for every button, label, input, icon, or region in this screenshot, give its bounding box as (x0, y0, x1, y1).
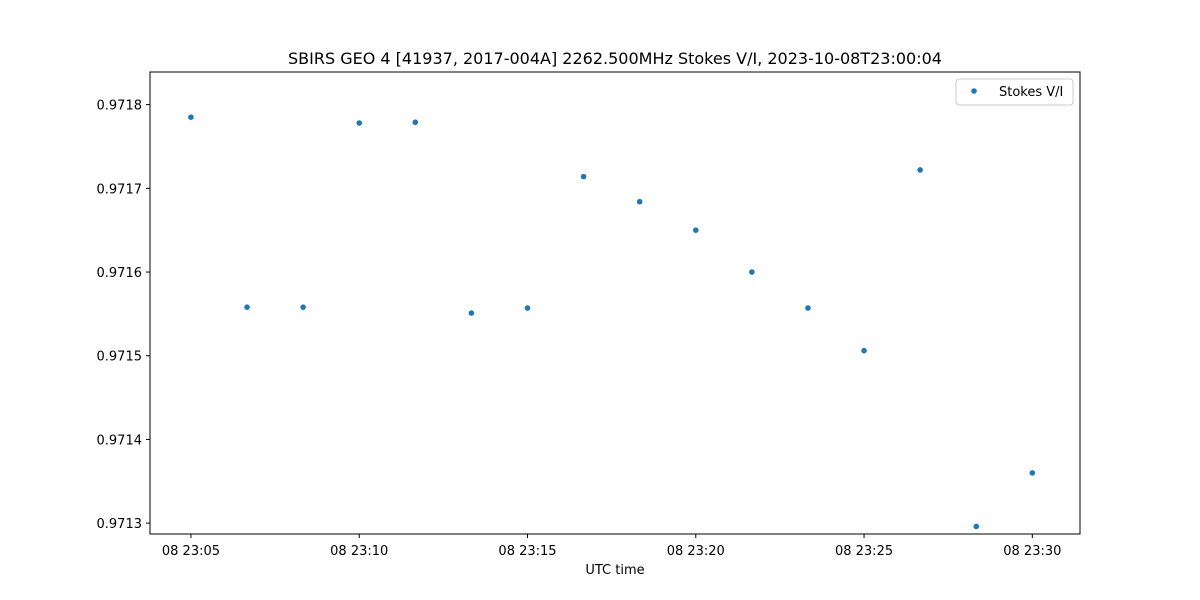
data-point (917, 167, 923, 173)
x-axis: 08 23:05 08 23:10 08 23:15 08 23:20 08 23:25… (162, 534, 1061, 559)
x-tick-label: 08 23:15 (498, 544, 556, 559)
y-tick-label: 0.9717 (97, 182, 143, 197)
data-point (300, 304, 306, 310)
x-tick-label: 08 23:20 (667, 544, 725, 559)
data-point (861, 347, 867, 354)
y-tick-label: 0.9718 (97, 99, 143, 114)
data-point (524, 305, 531, 311)
legend-marker (971, 88, 977, 94)
x-tick-label: 08 23:05 (162, 544, 220, 559)
chart-title: SBIRS GEO 4 [41937, 2017-004A] 2262.500M… (288, 49, 942, 68)
data-point (636, 198, 643, 205)
data-point (244, 304, 250, 310)
x-tick-label: 08 23:25 (835, 544, 893, 559)
data-points (188, 114, 1036, 530)
legend: Stokes V/I (955, 78, 1074, 106)
y-tick-label: 0.9715 (97, 350, 143, 365)
y-tick-label: 0.9714 (97, 433, 143, 448)
x-axis-label: UTC time (585, 563, 644, 578)
y-tick-label: 0.9716 (97, 266, 143, 281)
data-point (468, 310, 475, 316)
y-axis: 0.9713 0.9714 0.9715 0.9716 0.9717 0.9718 (97, 99, 150, 532)
data-point (188, 114, 194, 120)
data-point (356, 120, 363, 126)
legend-label: Stokes V/I (999, 85, 1063, 100)
data-point (692, 227, 699, 233)
legend-box (955, 78, 1074, 106)
x-tick-label: 08 23:30 (1003, 544, 1061, 559)
plot-area (149, 71, 1081, 535)
data-point (805, 305, 811, 311)
data-point (412, 119, 419, 126)
data-point (1029, 470, 1036, 476)
x-tick-label: 08 23:10 (330, 544, 388, 559)
data-point (580, 173, 587, 180)
data-point (749, 269, 755, 275)
data-point (973, 523, 980, 530)
y-tick-label: 0.9713 (97, 517, 143, 532)
